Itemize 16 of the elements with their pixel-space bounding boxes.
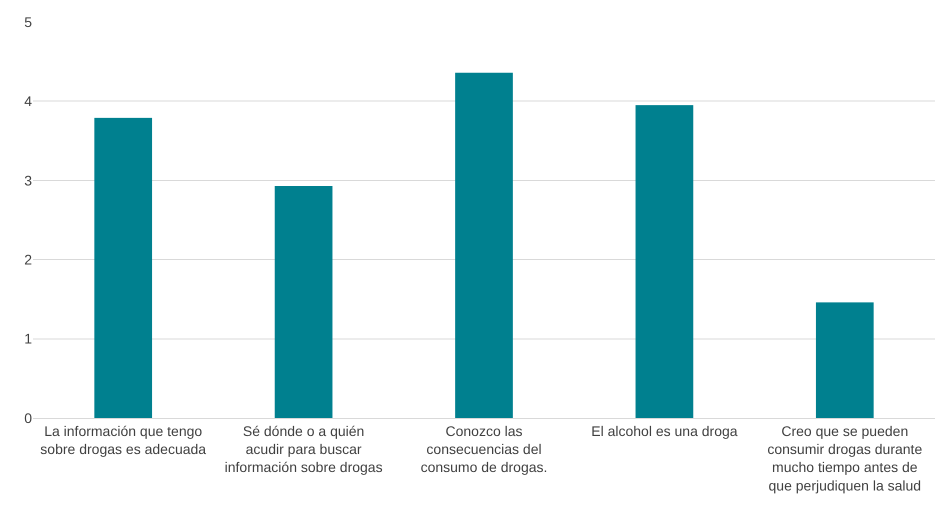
x-tick-label: El alcohol es una droga bbox=[591, 422, 738, 439]
y-tick-label: 0 bbox=[24, 410, 32, 426]
bar bbox=[816, 302, 874, 418]
y-tick-label: 5 bbox=[24, 14, 32, 30]
bar bbox=[274, 186, 332, 418]
x-tick-label: Conozco las consecuencias del consumo de drogas. bbox=[420, 422, 548, 476]
bar bbox=[455, 72, 513, 418]
bar bbox=[94, 118, 152, 418]
x-tick-label: Sé dónde o a quién acudir para buscar información sobre drogas bbox=[224, 422, 383, 476]
y-tick-label: 1 bbox=[24, 330, 32, 347]
y-tick-label: 3 bbox=[24, 172, 32, 188]
bar bbox=[636, 105, 694, 418]
x-tick-label: La información que tengo sobre drogas es adecuada bbox=[40, 422, 206, 457]
y-tick-label: 2 bbox=[24, 252, 32, 268]
x-tick-label: Creo que se pueden consumir drogas durante mucho tiempo antes de que perjudiquen la salud bbox=[767, 422, 922, 494]
y-tick-label: 4 bbox=[24, 93, 32, 110]
